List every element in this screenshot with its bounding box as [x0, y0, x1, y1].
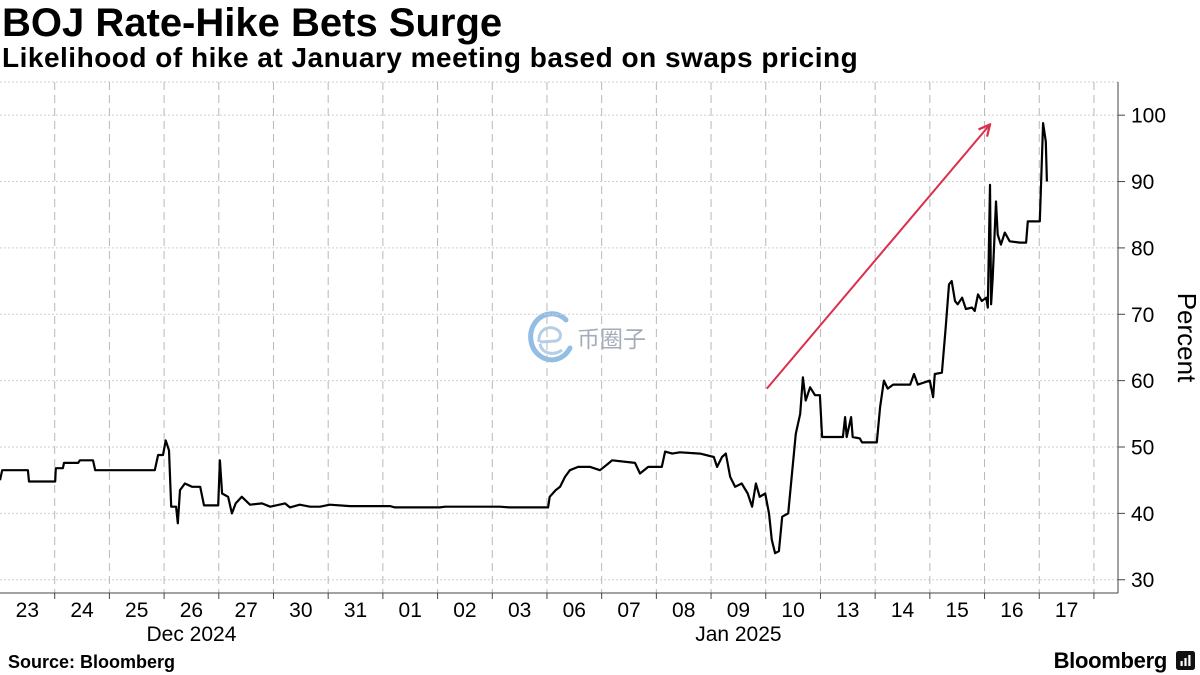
y-tick-label: 70: [1131, 304, 1154, 327]
x-tick-label: 06: [563, 599, 586, 622]
x-tick-label: 24: [70, 599, 94, 622]
axes: [0, 82, 1125, 599]
bloomberg-terminal-icon: [1176, 651, 1195, 670]
x-tick-label: 01: [399, 599, 422, 622]
x-tick-label: 30: [289, 599, 312, 622]
y-tick-label: 90: [1131, 171, 1154, 194]
gridlines: [0, 81, 1118, 593]
x-group-label: Dec 2024: [146, 623, 236, 646]
series: [0, 122, 1048, 555]
x-tick-label: 26: [180, 599, 203, 622]
x-tick-label: 17: [1055, 599, 1078, 622]
axis-labels: 23 24 25 26 27 30 31 01 02 03 06 07 08 09 10 13 14 15 16 17…: [16, 105, 1200, 646]
x-tick-label: 25: [125, 599, 148, 622]
watermark-text: 币圈子: [577, 327, 646, 353]
y-tick-label: 50: [1131, 437, 1154, 460]
x-group-label: Jan 2025: [695, 623, 781, 646]
x-tick-label: 14: [891, 599, 915, 622]
x-tick-label: 10: [781, 599, 804, 622]
x-tick-label: 09: [727, 599, 750, 622]
y-tick-label: 30: [1131, 569, 1154, 592]
y-tick-label: 40: [1131, 503, 1154, 526]
x-tick-label: 23: [16, 599, 39, 622]
x-tick-label: 03: [508, 599, 531, 622]
x-tick-label: 15: [946, 599, 969, 622]
x-tick-label: 27: [234, 599, 257, 622]
y-tick-label: 60: [1131, 370, 1154, 393]
chart-title: BOJ Rate-Hike Bets Surge: [2, 1, 503, 45]
y-tick-label: 80: [1131, 237, 1154, 260]
brand-logo-text: Bloomberg: [1053, 648, 1168, 673]
chart-subtitle: Likelihood of hike at January meeting ba…: [2, 42, 859, 73]
x-tick-label: 16: [1000, 599, 1023, 622]
annotations: [766, 124, 990, 390]
annotation-arrow: [766, 124, 990, 390]
source-note: Source: Bloomberg: [8, 652, 176, 672]
x-tick-label: 08: [672, 599, 695, 622]
x-tick-label: 02: [453, 599, 476, 622]
y-tick-label: 100: [1131, 105, 1166, 128]
x-tick-label: 31: [344, 599, 367, 622]
series-line: [0, 122, 1048, 555]
x-tick-label: 07: [617, 599, 640, 622]
y-axis-label: Percent: [1172, 293, 1200, 383]
x-tick-label: 13: [836, 599, 859, 622]
